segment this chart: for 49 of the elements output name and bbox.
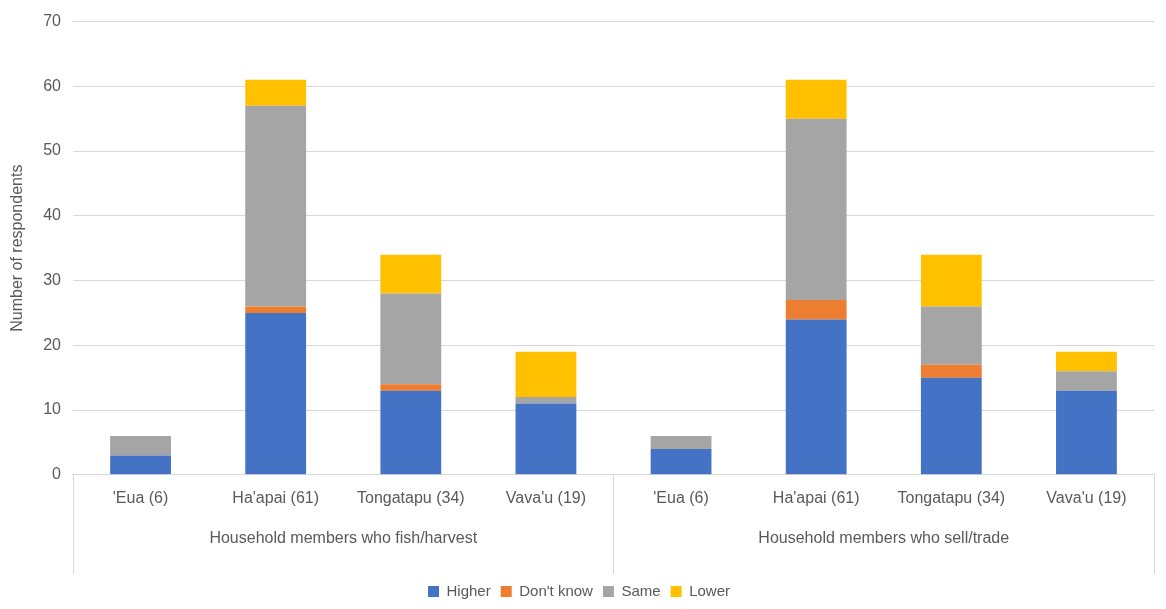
- y-tick-label: 40: [43, 206, 62, 224]
- bar: [380, 254, 442, 294]
- x-tick-label: Tongatapu (34): [897, 488, 1006, 506]
- x-tick-label: Tongatapu (34): [356, 488, 465, 506]
- y-tick-label: 10: [43, 400, 62, 418]
- legend-label: Don't know: [519, 581, 594, 599]
- bar: [920, 364, 982, 378]
- bar: [515, 351, 577, 398]
- bar: [785, 299, 847, 320]
- legend-label: Lower: [689, 581, 730, 599]
- bar: [785, 319, 847, 475]
- bar: [245, 312, 307, 475]
- bar: [110, 455, 171, 475]
- bar: [785, 79, 847, 119]
- y-axis-title: Number of respondents: [8, 164, 26, 332]
- legend-label: Higher: [446, 581, 491, 599]
- y-tick-label: 60: [43, 76, 62, 94]
- bar: [380, 390, 442, 475]
- x-tick-label: 'Eua (6): [112, 488, 169, 506]
- bar: [515, 397, 577, 404]
- bar: [245, 105, 307, 307]
- bar: [920, 254, 982, 307]
- text: Household members who fish/harvest: [209, 529, 478, 547]
- y-tick-label: 20: [43, 335, 62, 353]
- bar: [110, 435, 171, 456]
- y-tick-label: 50: [43, 141, 62, 159]
- bar: [920, 306, 982, 365]
- x-tick-label: Ha'apai (61): [772, 488, 860, 506]
- x-tick-label: 'Eua (6): [653, 488, 709, 506]
- bar: [920, 377, 982, 475]
- bar: [1056, 390, 1117, 475]
- bar: [650, 435, 712, 449]
- legend-label: Same: [621, 581, 661, 599]
- y-tick-label: 70: [43, 12, 62, 30]
- x-tick-label: Vava'u (19): [1046, 488, 1127, 506]
- x-tick-label: Vava'u (19): [505, 488, 587, 506]
- bar: [650, 448, 712, 475]
- bar: [245, 306, 307, 313]
- bar: [245, 79, 307, 106]
- bar: [515, 403, 577, 475]
- x-tick-label: Ha'apai (61): [232, 488, 320, 506]
- y-tick-label: 30: [43, 270, 62, 288]
- bar: [380, 293, 442, 385]
- text: Household members who sell/trade: [758, 529, 1010, 547]
- bar: [1056, 351, 1117, 372]
- bar: [380, 384, 442, 391]
- bar: [785, 118, 847, 300]
- bar: [1056, 371, 1117, 391]
- y-tick-label: 0: [52, 465, 62, 483]
